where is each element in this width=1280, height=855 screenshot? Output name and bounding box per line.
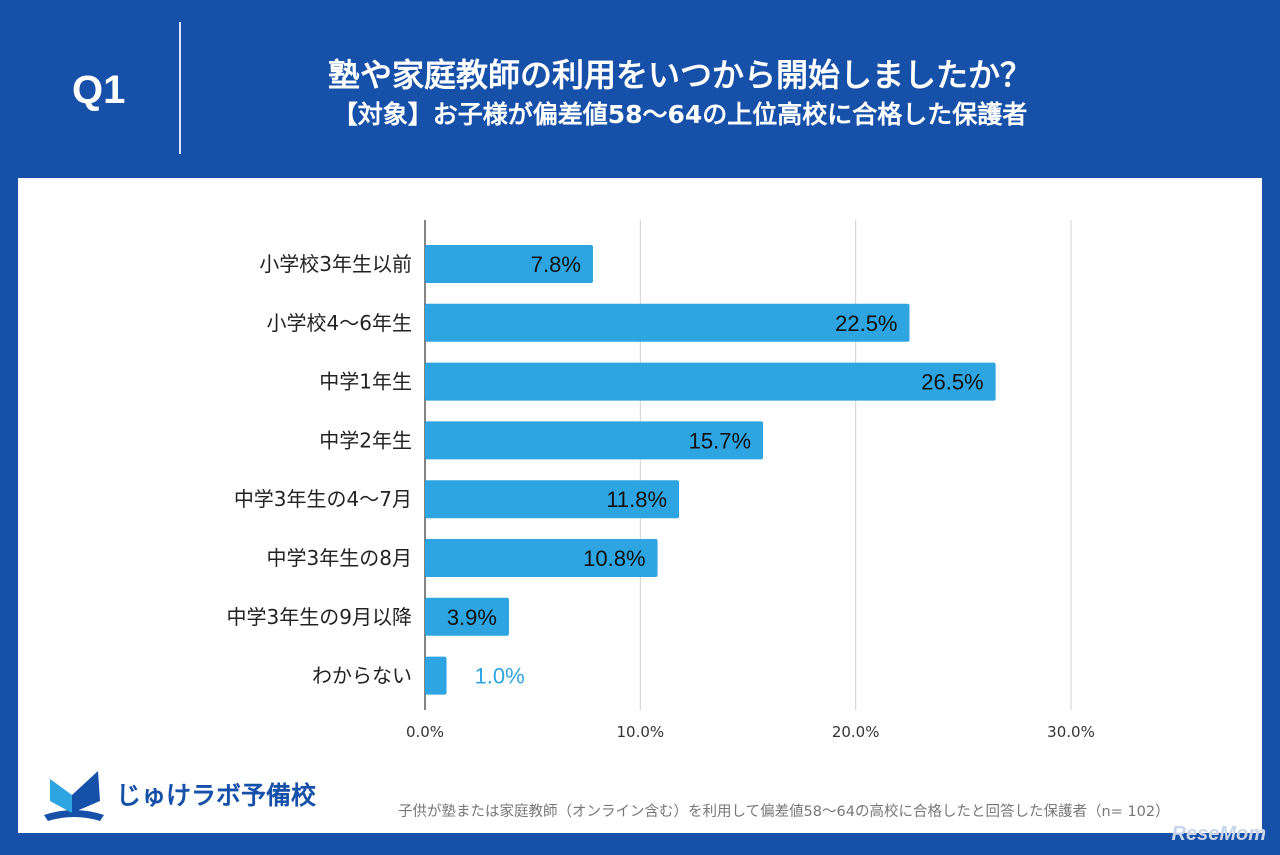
bar bbox=[425, 539, 658, 577]
bar bbox=[425, 421, 764, 460]
data-label: 10.8% bbox=[583, 546, 645, 571]
category-label: 中学2年生 bbox=[319, 428, 412, 452]
chart-panel: 0.0% 10.0% 20.0% 30.0% 小学校3年生以前 7.8% 小学校4～6年生 2… bbox=[18, 178, 1262, 833]
divider bbox=[179, 22, 181, 154]
data-label: 1.0% bbox=[475, 664, 525, 689]
bar bbox=[425, 245, 593, 283]
category-label: 小学校4～6年生 bbox=[267, 311, 412, 335]
logo-text: じゅけラボ予備校 bbox=[116, 781, 317, 810]
bar bbox=[425, 303, 910, 342]
bar bbox=[425, 362, 996, 401]
category-label: 中学1年生 bbox=[319, 370, 412, 394]
category-label: 小学校3年生以前 bbox=[259, 252, 412, 276]
category-label: わからない bbox=[312, 664, 412, 688]
data-label: 7.8% bbox=[531, 252, 581, 277]
data-label: 26.5% bbox=[921, 370, 983, 395]
logo: じゅけラボ予備校 bbox=[38, 765, 316, 823]
category-label: 中学3年生の4～7月 bbox=[234, 487, 412, 511]
bar bbox=[425, 480, 680, 519]
data-label: 22.5% bbox=[835, 311, 897, 336]
x-tick-label: 10.0% bbox=[617, 723, 665, 741]
category-label: 中学3年生の8月 bbox=[267, 546, 412, 570]
watermark: ReseMom bbox=[1171, 823, 1266, 845]
survey-note: 子供が塾または家庭教師（オンライン含む）を利用して偏差値58～64の高校に合格し… bbox=[398, 804, 1170, 820]
category-label: 中学3年生の9月以降 bbox=[227, 605, 412, 629]
bar-chart: 0.0% 10.0% 20.0% 30.0% 小学校3年生以前 7.8% 小学校4～6年生 2… bbox=[227, 220, 1095, 741]
book-logo-icon bbox=[44, 771, 104, 821]
chart-subtitle: 【対象】お子様が偏差値58～64の上位高校に合格した保護者 bbox=[332, 100, 1028, 129]
x-tick-label: 30.0% bbox=[1047, 723, 1095, 741]
bar bbox=[425, 656, 447, 695]
x-tick-label: 0.0% bbox=[406, 723, 444, 741]
x-tick-label: 20.0% bbox=[832, 723, 880, 741]
chart-title: 塾や家庭教師の利用をいつから開始しましたか？ bbox=[327, 56, 1032, 94]
bar bbox=[425, 597, 509, 636]
data-label: 3.9% bbox=[447, 605, 497, 630]
data-label: 11.8% bbox=[606, 487, 667, 512]
question-number: Q1 bbox=[72, 68, 126, 112]
data-label: 15.7% bbox=[689, 428, 751, 453]
